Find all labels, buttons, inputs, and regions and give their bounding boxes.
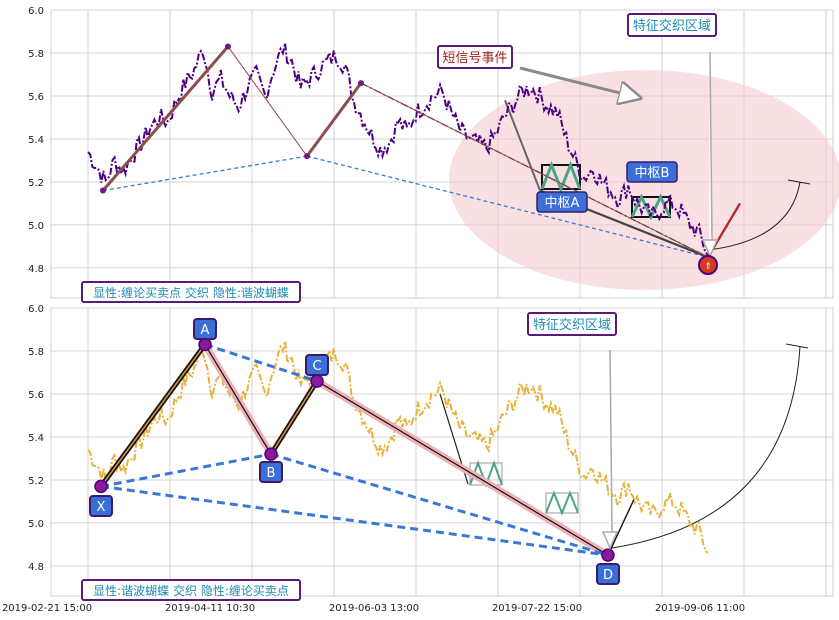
- pattern-vertex: [601, 548, 615, 562]
- pattern-vertex: [310, 374, 324, 388]
- short-signal-label: 短信号事件: [437, 45, 513, 69]
- point-tag-x: X: [97, 500, 106, 515]
- top-y-tick-label: 6.0: [28, 6, 44, 17]
- pattern-connector: [100, 452, 272, 488]
- feature-region-label-bottom: 特征交织区域: [527, 312, 617, 336]
- x-tick-label: 2019-06-03 13:00: [329, 603, 419, 614]
- point-tag-bg: [596, 563, 620, 585]
- feature-region-text-top: 特征交织区域: [633, 18, 711, 34]
- top-y-tick-label: 5.8: [28, 49, 44, 60]
- x-axis: 2019-02-21 15:00 2019-04-11 10:30 2019-06-…: [2, 603, 745, 614]
- feature-region-text-bottom: 特征交织区域: [533, 317, 611, 333]
- bottom-y-tick-label: 5.8: [28, 347, 44, 358]
- bottom-y-axis: 6.0 5.8 5.6 5.4 5.2 5.0 4.8: [28, 304, 44, 573]
- pattern-connector: [204, 343, 318, 383]
- leg-ab: [204, 344, 272, 455]
- point-tag-bg: [305, 354, 329, 376]
- point-tag-b: B: [267, 466, 276, 481]
- x-tick-label: 2019-09-06 11:00: [655, 603, 745, 614]
- top-y-tick-label: 5.4: [28, 135, 44, 146]
- bi-stroke: [305, 82, 363, 158]
- top-y-tick-label: 5.2: [28, 178, 44, 189]
- point-tag-bg: [259, 461, 283, 483]
- top-caption-text: 显性:缠论买卖点 交织 隐性:谐波蝴蝶: [93, 285, 289, 300]
- top-y-tick-label: 5.6: [28, 92, 44, 103]
- feature-arrow-top: [701, 51, 719, 258]
- pattern-point-tags: X A B C D: [89, 318, 620, 585]
- bottom-y-tick-label: 5.2: [28, 476, 44, 487]
- pattern-vertex: [198, 337, 212, 352]
- bottom-grid: [51, 307, 833, 596]
- bottom-caption: 显性:谐波蝴蝶 交织 隐性:缠论买卖点: [81, 579, 301, 601]
- pivot-a-box-zigzag: [540, 160, 582, 194]
- top-y-tick-label: 4.8: [28, 264, 44, 275]
- top-panel: 6.0 5.8 5.6 5.4 5.2 5.0 4.8 短信号事件 特征交织区域 中枢A 中…: [28, 6, 839, 303]
- leg-bold-core: [270, 380, 318, 455]
- pivot-a-text: 中枢A: [545, 196, 580, 211]
- feature-arrow-bottom: [601, 349, 619, 550]
- bottom-y-tick-label: 4.8: [28, 562, 44, 573]
- sub-leg: [504, 99, 541, 191]
- bi-vertex: [100, 187, 106, 194]
- buy-point-glyph: ⇑: [704, 262, 712, 272]
- point-tag-c: C: [312, 359, 321, 374]
- bi-stroke: [101, 45, 230, 192]
- point-tag-bg: [89, 495, 113, 517]
- projection-arc: [611, 343, 809, 549]
- buy-point-marker: [698, 255, 718, 275]
- rebound-leg: [607, 498, 635, 556]
- projection-arc: [707, 179, 811, 251]
- pivot-b-tag: 中枢B: [626, 161, 678, 183]
- pattern-connector: [100, 484, 609, 557]
- bi-stroke: [227, 46, 308, 157]
- feature-region-label-top: 特征交织区域: [627, 13, 717, 37]
- top-y-axis: 6.0 5.8 5.6 5.4 5.2 5.0 4.8: [28, 6, 44, 275]
- support-line: [306, 155, 709, 258]
- leg-bold-core: [100, 344, 206, 487]
- bottom-price-series: [87, 340, 709, 554]
- point-tag-bg: [193, 318, 217, 340]
- point-tag-d: D: [603, 568, 613, 583]
- pattern-vertex: [94, 479, 108, 494]
- short-signal-text: 短信号事件: [442, 51, 507, 66]
- bottom-panel: 6.0 5.8 5.6 5.4 5.2 5.0 4.8 X A B C D 特征交织区域 显性:谐波…: [28, 304, 834, 601]
- top-caption: 显性:缠论买卖点 交织 隐性:谐波蝴蝶: [81, 281, 301, 303]
- bi-vertex: [358, 80, 364, 87]
- pivot-b-box-zigzag: [630, 193, 672, 221]
- pivot-b-text: 中枢B: [635, 166, 670, 181]
- small-pivot-b-zigzag: [545, 490, 579, 516]
- bottom-y-tick-label: 5.0: [28, 519, 44, 530]
- signal-arrow: [519, 66, 640, 98]
- leg-cd: [316, 380, 609, 556]
- bi-stroke: [360, 82, 709, 258]
- x-tick-label: 2019-07-22 15:00: [492, 603, 582, 614]
- x-tick-label: 2019-02-21 15:00: [2, 603, 92, 614]
- bottom-y-tick-label: 5.4: [28, 433, 44, 444]
- point-tag-a: A: [201, 323, 210, 338]
- bi-vertex: [225, 43, 231, 50]
- top-y-tick-label: 5.0: [28, 221, 44, 232]
- bi-vertex: [304, 153, 310, 160]
- top-price-series: [87, 42, 709, 256]
- bottom-caption-text: 显性:谐波蝴蝶 交织 隐性:缠论买卖点: [93, 583, 289, 598]
- bottom-y-tick-label: 5.6: [28, 390, 44, 401]
- x-tick-label: 2019-04-11 10:30: [165, 603, 255, 614]
- pattern-vertex: [264, 447, 278, 461]
- pattern-connector: [270, 452, 609, 557]
- top-bi-lines: [100, 43, 709, 258]
- pivot-a-tag: 中枢A: [536, 191, 588, 213]
- bottom-y-tick-label: 6.0: [28, 304, 44, 315]
